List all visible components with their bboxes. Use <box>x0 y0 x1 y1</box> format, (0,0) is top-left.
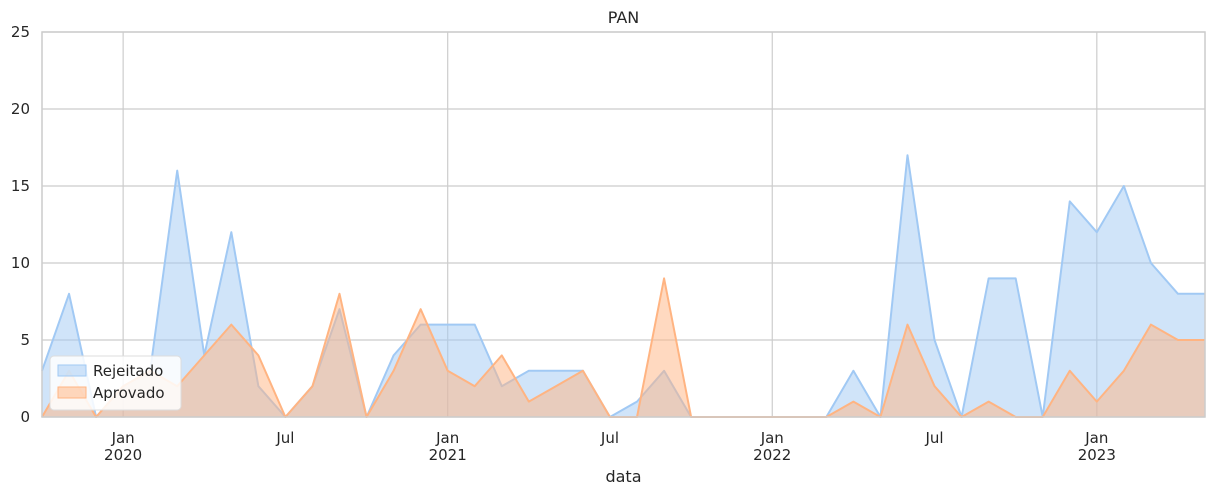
y-tick-label: 25 <box>11 23 30 41</box>
y-tick-labels: 0 5 10 15 20 25 <box>11 23 30 426</box>
y-tick-label: 0 <box>20 408 30 426</box>
x-tick-year-label: 2021 <box>429 446 467 464</box>
y-tick-label: 10 <box>11 254 30 272</box>
legend: Rejeitado Aprovado <box>49 355 182 411</box>
x-tick-label: Jan <box>1084 429 1108 447</box>
x-tick-label: Jul <box>924 429 943 447</box>
legend-label: Rejeitado <box>93 362 163 380</box>
legend-swatch <box>57 364 87 377</box>
chart-title: PAN <box>608 8 640 27</box>
y-tick-label: 5 <box>20 331 30 349</box>
x-tick-label: Jul <box>600 429 619 447</box>
x-tick-label: Jan <box>435 429 459 447</box>
y-tick-label: 15 <box>11 177 30 195</box>
legend-swatch <box>57 386 87 399</box>
y-tick-label: 20 <box>11 100 30 118</box>
x-tick-year-label: 2023 <box>1078 446 1116 464</box>
x-tick-label: Jan <box>760 429 784 447</box>
series-line-rejeitado <box>41 154 1205 418</box>
x-axis-label: data <box>605 467 641 486</box>
plot-frame <box>41 31 1206 418</box>
x-tick-year-label: 2022 <box>753 446 791 464</box>
series-area-aprovado <box>42 278 1205 417</box>
series-areas <box>41 154 1205 418</box>
x-tick-year-label: 2020 <box>104 446 142 464</box>
x-tick-label: Jan <box>111 429 135 447</box>
x-tick-label: Jul <box>275 429 294 447</box>
legend-label: Aprovado <box>93 384 165 402</box>
